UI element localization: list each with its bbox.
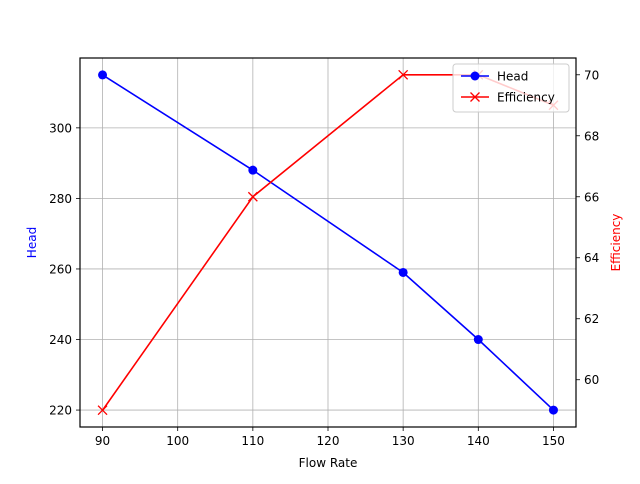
x-tick-label: 90 <box>95 434 110 448</box>
x-marker <box>97 405 108 416</box>
x-marker <box>398 69 409 80</box>
right-tick-label: 64 <box>584 251 599 265</box>
right-tick-label: 60 <box>584 373 599 387</box>
x-tick-label: 150 <box>542 434 565 448</box>
x-tick-label: 100 <box>166 434 189 448</box>
x-tick-label: 110 <box>241 434 264 448</box>
right-y-axis-ticks: 60 62 64 66 68 70 <box>576 68 599 387</box>
x-marker <box>247 191 258 202</box>
right-y-axis-label: Efficiency <box>609 214 623 272</box>
x-tick-label: 140 <box>467 434 490 448</box>
circle-marker <box>98 70 108 80</box>
right-tick-label: 62 <box>584 312 599 326</box>
right-tick-label: 66 <box>584 190 599 204</box>
circle-marker <box>548 405 558 415</box>
series-head <box>98 70 558 415</box>
circle-marker <box>473 335 483 345</box>
grid-lines <box>80 58 576 427</box>
left-y-axis-label: Head <box>25 227 39 258</box>
legend-item-efficiency: Efficiency <box>461 91 555 105</box>
legend: Head Efficiency <box>452 63 570 113</box>
series-layer <box>97 69 559 416</box>
circle-marker <box>398 267 408 277</box>
left-tick-label: 260 <box>49 262 72 276</box>
circle-marker <box>248 165 258 175</box>
legend-label: Efficiency <box>497 91 555 105</box>
x-marker <box>470 92 480 102</box>
right-tick-label: 70 <box>584 68 599 82</box>
x-tick-label: 130 <box>392 434 415 448</box>
left-tick-label: 240 <box>49 333 72 347</box>
circle-marker <box>470 71 480 81</box>
left-tick-label: 280 <box>49 192 72 206</box>
left-tick-label: 220 <box>49 404 72 418</box>
legend-label: Head <box>497 70 528 84</box>
x-axis-label: Flow Rate <box>299 456 358 470</box>
right-tick-label: 68 <box>584 129 599 143</box>
x-tick-label: 120 <box>317 434 340 448</box>
x-axis-ticks: 90 100 110 120 130 140 150 <box>95 427 565 448</box>
legend-item-head: Head <box>461 70 528 84</box>
left-y-axis-ticks: 220 240 260 280 300 <box>49 121 80 418</box>
left-tick-label: 300 <box>49 121 72 135</box>
